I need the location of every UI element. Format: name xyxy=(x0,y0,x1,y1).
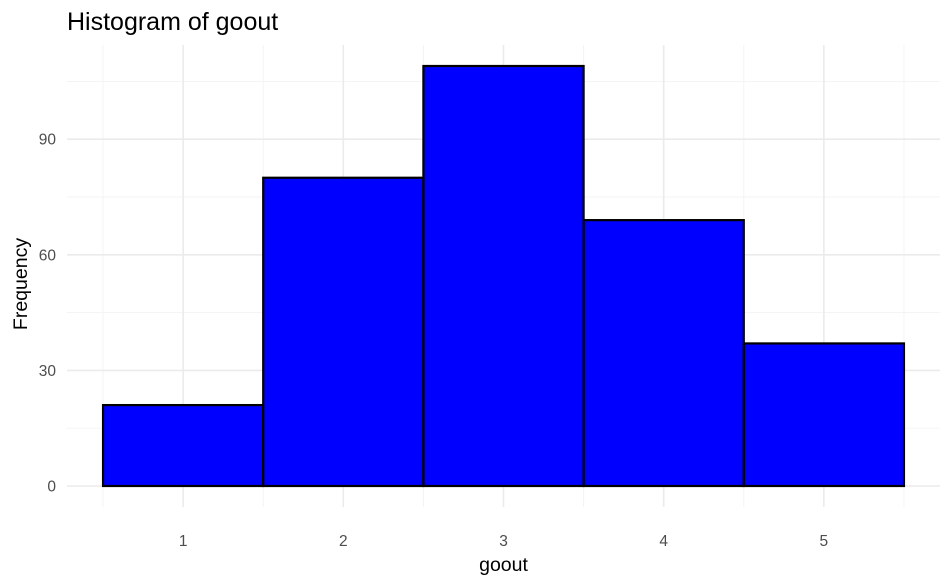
x-axis-ticks: 1 2 3 4 5 xyxy=(179,533,828,550)
y-axis-ticks: 0 30 60 90 xyxy=(39,132,57,496)
y-tick-label: 0 xyxy=(47,479,56,496)
histogram-bar-4 xyxy=(582,219,745,488)
x-tick-label: 3 xyxy=(499,533,508,550)
x-tick-label: 2 xyxy=(339,533,348,550)
x-tick-label: 5 xyxy=(820,533,829,550)
y-tick-label: 30 xyxy=(39,363,57,380)
x-tick-label: 4 xyxy=(659,533,668,550)
histogram-bar-5 xyxy=(742,342,906,488)
chart-title: Histogram of goout xyxy=(67,8,278,36)
y-tick-label: 90 xyxy=(39,132,57,149)
histogram-bars xyxy=(101,64,906,488)
x-axis-title: goout xyxy=(479,554,528,576)
y-axis-title: Frequency xyxy=(10,238,32,330)
histogram-bar-1 xyxy=(101,403,265,488)
histogram-bar-3 xyxy=(422,64,585,488)
y-tick-label: 60 xyxy=(39,247,57,264)
histogram-bar-2 xyxy=(262,176,425,488)
x-tick-label: 1 xyxy=(179,533,188,550)
